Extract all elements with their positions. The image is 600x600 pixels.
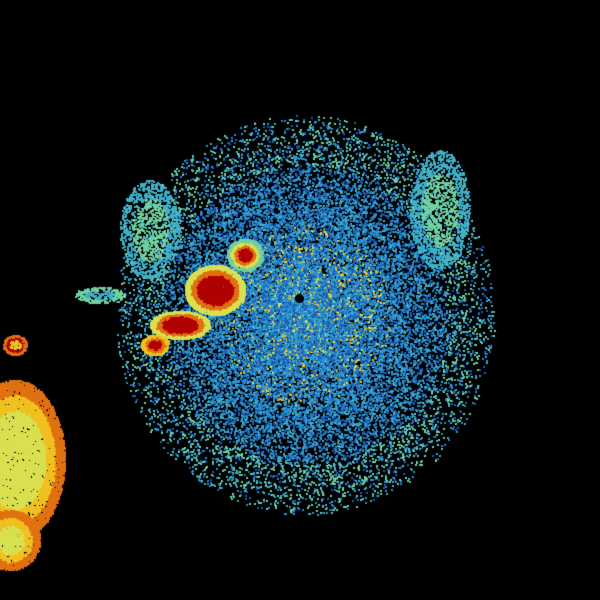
radar-site-marker — [295, 294, 304, 303]
